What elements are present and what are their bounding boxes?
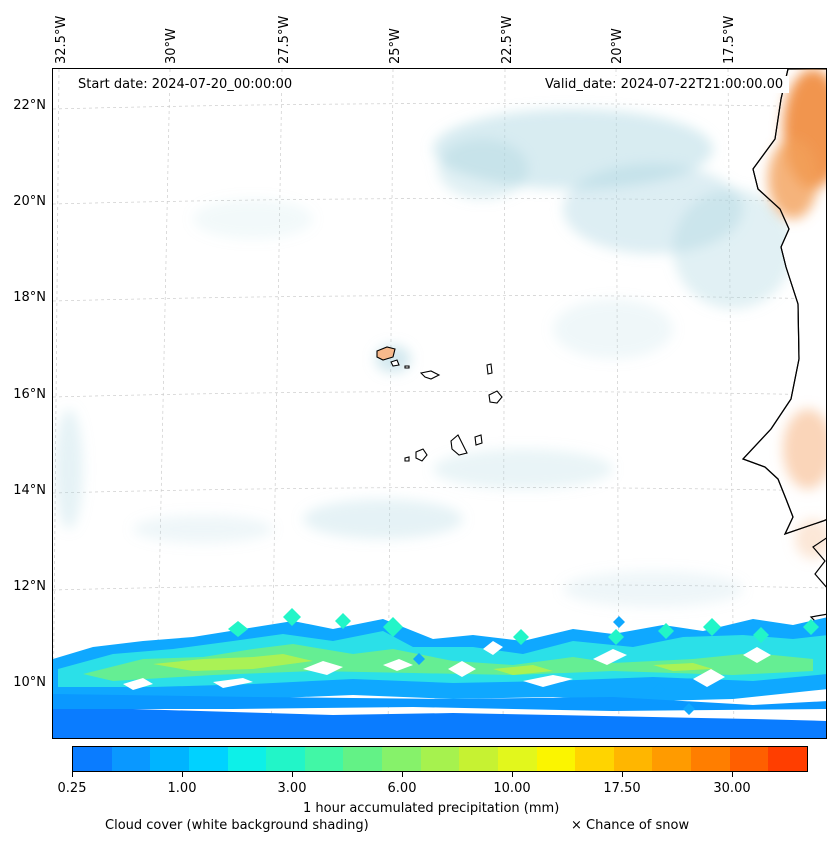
colorbar-segment xyxy=(304,747,344,771)
colorbar-tick-label: 6.00 xyxy=(387,781,417,796)
colorbar-segment xyxy=(768,747,807,771)
island-santo-antao xyxy=(376,346,396,361)
lat-label-16n: 16°N xyxy=(13,387,46,402)
colorbar-tick-label: 17.50 xyxy=(603,781,641,796)
colorbar-tick xyxy=(732,772,733,777)
lat-label-14n: 14°N xyxy=(13,483,46,498)
africa-elevation-shading xyxy=(768,69,826,559)
colorbar-tick xyxy=(182,772,183,777)
colorbar-segment xyxy=(729,747,769,771)
colorbar-segment xyxy=(111,747,151,771)
colorbar-tick-label: 30.00 xyxy=(713,781,751,796)
colorbar-tick-label: 0.25 xyxy=(57,781,87,796)
lon-label-22-5w: 22.5°W xyxy=(500,15,515,64)
lat-label-20n: 20°N xyxy=(13,194,46,209)
island-boa-vista xyxy=(488,390,503,404)
precipitation-colorbar xyxy=(72,746,808,772)
colorbar-segment xyxy=(691,747,730,771)
colorbar-segment xyxy=(652,747,691,771)
colorbar-segment xyxy=(420,747,460,771)
map-canvas xyxy=(53,69,826,738)
colorbar-segment xyxy=(575,747,614,771)
colorbar-segment xyxy=(266,747,305,771)
colorbar-tick-label: 10.00 xyxy=(493,781,531,796)
colorbar-tick xyxy=(72,772,73,777)
start-date-label: Start date: 2024-07-20_00:00:00 xyxy=(72,76,299,93)
map-area[interactable] xyxy=(52,68,827,739)
lon-label-30w: 30°W xyxy=(164,28,179,64)
island-sal xyxy=(486,363,493,375)
coastline xyxy=(741,69,826,536)
island-santa-luzia xyxy=(404,365,410,369)
valid-date-label: Valid_date: 2024-07-22T21:00:00.00 xyxy=(539,76,790,93)
cloud-cover-shading xyxy=(55,109,793,607)
lon-label-27-5w: 27.5°W xyxy=(277,15,292,64)
lon-label-17-5w: 17.5°W xyxy=(722,15,737,64)
colorbar-segment xyxy=(382,747,421,771)
colorbar-segment xyxy=(150,747,189,771)
lat-label-22n: 22°N xyxy=(13,98,46,113)
colorbar-tick-label: 3.00 xyxy=(277,781,307,796)
colorbar-segment xyxy=(536,747,576,771)
colorbar-segment xyxy=(343,747,382,771)
island-maio xyxy=(474,434,483,446)
colorbar-tick xyxy=(512,772,513,777)
colorbar-segment xyxy=(227,747,267,771)
colorbar-segment xyxy=(459,747,498,771)
colorbar-segment xyxy=(73,747,112,771)
colorbar-segment xyxy=(497,747,537,771)
lon-label-32-5w: 32.5°W xyxy=(54,15,69,64)
lat-label-18n: 18°N xyxy=(13,290,46,305)
cloud-cover-legend: Cloud cover (white background shading) xyxy=(105,818,369,833)
island-santiago xyxy=(450,434,468,456)
lon-label-20w: 20°W xyxy=(610,28,625,64)
island-fogo xyxy=(415,448,428,462)
snow-legend: × Chance of snow xyxy=(571,818,690,833)
lat-label-10n: 10°N xyxy=(13,675,46,690)
lat-label-12n: 12°N xyxy=(13,579,46,594)
island-sao-nicolau xyxy=(419,370,441,380)
colorbar-tick xyxy=(402,772,403,777)
colorbar-title: 1 hour accumulated precipitation (mm) xyxy=(303,801,560,816)
colorbar-segment xyxy=(613,747,653,771)
precipitation-field xyxy=(53,608,826,738)
colorbar-tick-label: 1.00 xyxy=(167,781,197,796)
island-sao-vicente xyxy=(390,359,400,367)
island-brava xyxy=(404,456,410,462)
colorbar-segment xyxy=(188,747,228,771)
colorbar-tick xyxy=(292,772,293,777)
cape-verde-islands xyxy=(376,346,503,462)
lon-label-25w: 25°W xyxy=(388,28,403,64)
colorbar-tick xyxy=(622,772,623,777)
